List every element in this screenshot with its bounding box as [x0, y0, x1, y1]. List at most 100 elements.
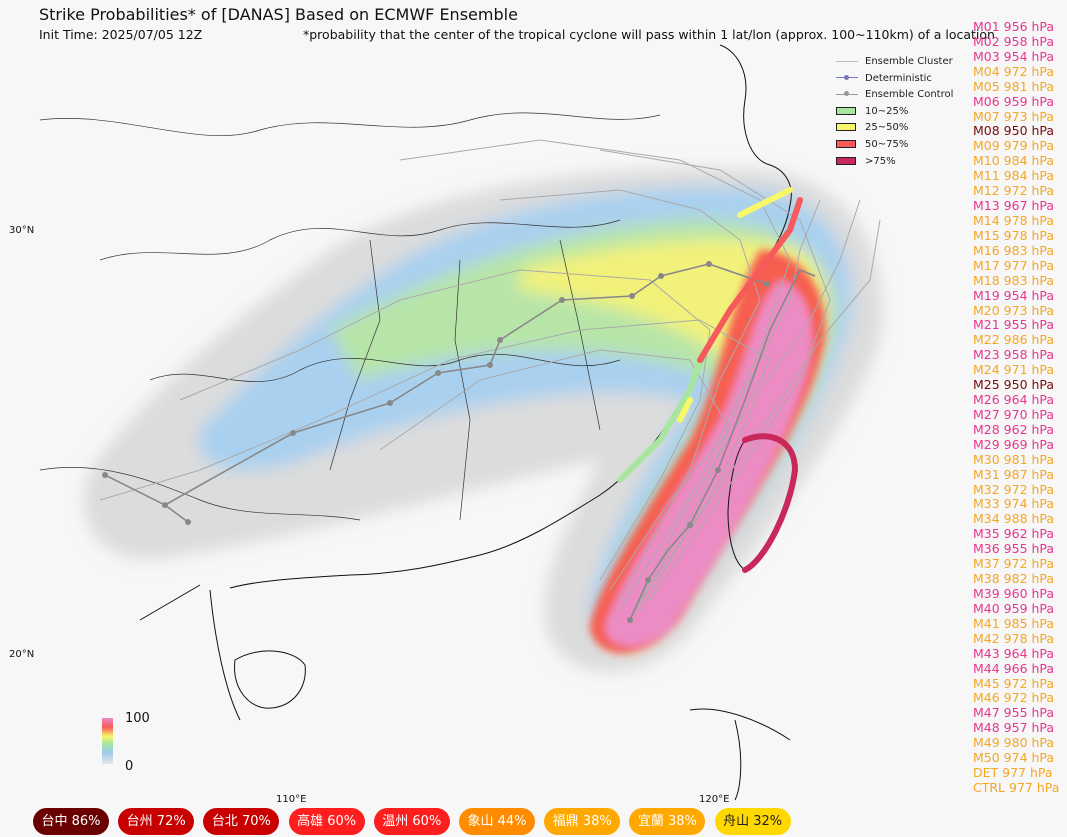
- member-pressure: M10 984 hPa: [973, 153, 1055, 169]
- member-pressure: M17 977 hPa: [973, 257, 1055, 273]
- member-pressure: M34 988 hPa: [973, 511, 1055, 527]
- legend-symbol: [836, 60, 858, 62]
- title: Strike Probabilities* of [DANAS] Based o…: [39, 5, 518, 24]
- member-pressure: M22 986 hPa: [973, 332, 1055, 348]
- ensemble-tracks: [99, 139, 881, 621]
- footnote: *probability that the center of the trop…: [303, 27, 995, 42]
- member-pressure: M19 954 hPa: [973, 287, 1055, 303]
- member-pressure: M18 983 hPa: [973, 272, 1055, 288]
- member-pressure: M27 970 hPa: [973, 406, 1055, 422]
- member-pressure: M01 956 hPa: [973, 19, 1055, 34]
- core: [590, 250, 826, 654]
- member-pressure: M05 981 hPa: [973, 78, 1055, 94]
- legend-label: Ensemble Cluster: [865, 56, 953, 67]
- colorbar: [102, 718, 113, 764]
- member-pressure: DET 977 hPa: [973, 765, 1053, 781]
- legend-item: 25~50%: [836, 122, 908, 134]
- legend-symbol: [836, 156, 856, 165]
- legend-symbol: [836, 74, 858, 80]
- member-pressure: M09 979 hPa: [973, 138, 1055, 154]
- legend-item: Ensemble Control: [836, 89, 953, 101]
- lon-label: 120°E: [699, 794, 730, 805]
- legend-label: Deterministic: [865, 72, 932, 84]
- member-pressure: M28 962 hPa: [973, 421, 1055, 437]
- member-pressure: M48 957 hPa: [973, 720, 1055, 736]
- member-pressure: M36 955 hPa: [973, 541, 1055, 557]
- legend-symbol: [836, 123, 856, 132]
- city-probability: 台北 70%: [203, 808, 280, 835]
- city-probability: 象山 44%: [459, 808, 535, 835]
- member-pressure: CTRL 977 hPa: [973, 780, 1060, 795]
- member-pressure: M44 966 hPa: [973, 660, 1055, 676]
- member-pressure: M50 974 hPa: [973, 750, 1055, 766]
- legend-dot: [844, 74, 849, 80]
- member-pressure: M32 972 hPa: [973, 481, 1055, 497]
- member-pressure: M40 959 hPa: [973, 600, 1055, 616]
- member-pressure: M23 958 hPa: [973, 347, 1055, 363]
- legend-item: >75%: [836, 156, 896, 168]
- member-pressure: M39 960 hPa: [973, 586, 1055, 602]
- member-pressure: M15 978 hPa: [973, 227, 1055, 243]
- member-pressure: M16 983 hPa: [973, 242, 1055, 258]
- member-pressure: M07 973 hPa: [973, 108, 1055, 124]
- member-pressure: M03 954 hPa: [973, 48, 1055, 64]
- coastal-bands: [617, 187, 803, 573]
- legend-item: Deterministic: [836, 73, 932, 85]
- member-pressure: M33 974 hPa: [973, 496, 1055, 512]
- legend-label: >75%: [865, 155, 896, 167]
- city-probability: 台中 86%: [33, 808, 109, 835]
- legend-dot: [844, 91, 849, 97]
- member-pressure: M26 964 hPa: [973, 392, 1055, 408]
- member-pressure: M41 985 hPa: [973, 615, 1055, 631]
- legend-item: 10~25%: [836, 106, 908, 118]
- member-pressure: M14 978 hPa: [973, 212, 1055, 228]
- legend-item: Ensemble Cluster: [836, 56, 953, 68]
- member-pressure: M37 972 hPa: [973, 556, 1055, 572]
- colorbar-max: 100: [125, 711, 150, 726]
- member-pressure: M45 972 hPa: [973, 675, 1055, 691]
- member-pressure: M30 981 hPa: [973, 451, 1055, 467]
- member-pressure: M38 982 hPa: [973, 571, 1055, 587]
- member-pressure: M21 955 hPa: [973, 317, 1055, 333]
- member-pressure: M25 950 hPa: [973, 377, 1055, 393]
- legend-symbol: [836, 140, 856, 148]
- member-pressure: M35 962 hPa: [973, 526, 1055, 542]
- colorbar-min: 0: [125, 759, 134, 774]
- init-time: Init Time: 2025/07/05 12Z: [39, 27, 203, 42]
- member-pressure: M13 967 hPa: [973, 198, 1055, 214]
- legend-item: 50~75%: [836, 139, 908, 151]
- member-pressure: M24 971 hPa: [973, 362, 1055, 378]
- legend-label: Ensemble Control: [865, 89, 954, 101]
- city-probability: 温州 60%: [373, 808, 450, 835]
- member-pressure: M12 972 hPa: [973, 183, 1055, 199]
- city-probability: 宜蘭 38%: [629, 808, 706, 835]
- member-pressure: M42 978 hPa: [973, 630, 1055, 646]
- legend-symbol: [836, 91, 858, 97]
- member-pressure: M29 969 hPa: [973, 436, 1055, 452]
- legend-symbol: [836, 106, 856, 115]
- member-pressure: M43 964 hPa: [973, 645, 1055, 661]
- legend-label: 50~75%: [865, 139, 909, 150]
- lat-label: 30°N: [9, 225, 35, 236]
- city-probability: 高雄 60%: [288, 808, 365, 835]
- legend-label: 10~25%: [865, 105, 909, 117]
- member-pressure: M31 987 hPa: [973, 466, 1055, 482]
- lon-label: 110°E: [276, 794, 307, 805]
- city-probability: 台州 72%: [118, 808, 195, 835]
- city-probability: 舟山 32%: [714, 808, 791, 835]
- city-probability: 福鼎 38%: [544, 808, 621, 835]
- member-pressure: M11 984 hPa: [973, 168, 1055, 184]
- member-pressure: M06 959 hPa: [973, 93, 1055, 109]
- member-pressure: M04 972 hPa: [973, 63, 1055, 79]
- member-pressure: M20 973 hPa: [973, 302, 1055, 318]
- track-points: [102, 261, 770, 623]
- member-pressure: M49 980 hPa: [973, 735, 1055, 751]
- member-pressure: M46 972 hPa: [973, 690, 1055, 706]
- legend-label: 25~50%: [865, 122, 909, 134]
- lat-label: 20°N: [9, 649, 35, 660]
- member-pressure: M47 955 hPa: [973, 705, 1055, 721]
- member-pressure: M08 950 hPa: [973, 123, 1055, 139]
- member-pressure: M02 958 hPa: [973, 33, 1055, 49]
